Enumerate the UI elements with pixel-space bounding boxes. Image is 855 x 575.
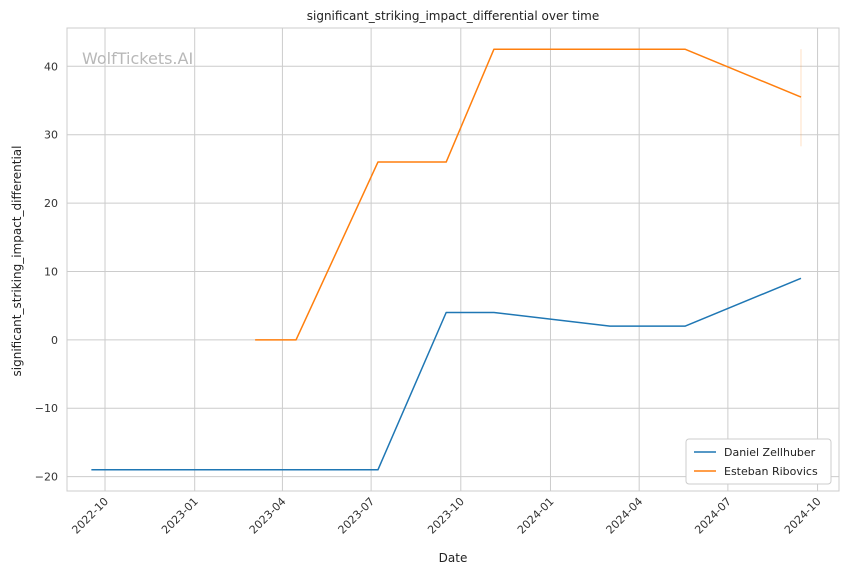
grid-lines xyxy=(67,28,839,491)
legend-box xyxy=(685,438,832,485)
y-tick-label: −10 xyxy=(35,402,58,415)
series-line-esteban-ribovics xyxy=(255,48,802,341)
legend: Daniel Zellhuber Esteban Ribovics xyxy=(685,438,832,485)
x-axis-label: Date xyxy=(439,551,468,565)
y-axis-label: significant_striking_impact_differential xyxy=(10,146,24,377)
x-tick-label: 2024-01 xyxy=(515,495,557,537)
axes-frame xyxy=(66,27,840,492)
y-tick-label: 0 xyxy=(51,334,58,347)
x-tick-label: 2023-01 xyxy=(159,495,201,537)
y-tick-label: 30 xyxy=(44,129,58,142)
y-tick-label: 40 xyxy=(44,60,58,73)
x-tick-label: 2023-07 xyxy=(336,495,378,537)
legend-label-daniel-zellhuber: Daniel Zellhuber xyxy=(724,446,816,459)
y-tick-label: −20 xyxy=(35,471,58,484)
x-tick-labels: 2022-10 2023-01 2023-04 2023-07 2023-10 2024-… xyxy=(69,495,823,537)
y-tick-label: 10 xyxy=(44,265,58,278)
x-tick-label: 2023-10 xyxy=(425,495,467,537)
series-line-daniel-zellhuber xyxy=(91,277,802,471)
series-lines xyxy=(91,48,802,471)
y-tick-labels: −20 −10 0 10 20 30 40 xyxy=(35,60,58,483)
chart-title: significant_striking_impact_differential… xyxy=(307,9,599,23)
x-tick-label: 2024-04 xyxy=(604,495,646,537)
x-tick-label: 2024-07 xyxy=(692,495,734,537)
y-tick-label: 20 xyxy=(44,197,58,210)
plot-border xyxy=(66,27,840,492)
legend-label-esteban-ribovics: Esteban Ribovics xyxy=(724,465,818,478)
x-tick-label: 2022-10 xyxy=(69,495,111,537)
watermark-text: WolfTickets.AI xyxy=(82,49,193,68)
x-tick-label: 2023-04 xyxy=(247,495,289,537)
x-tick-label: 2024-10 xyxy=(782,495,824,537)
